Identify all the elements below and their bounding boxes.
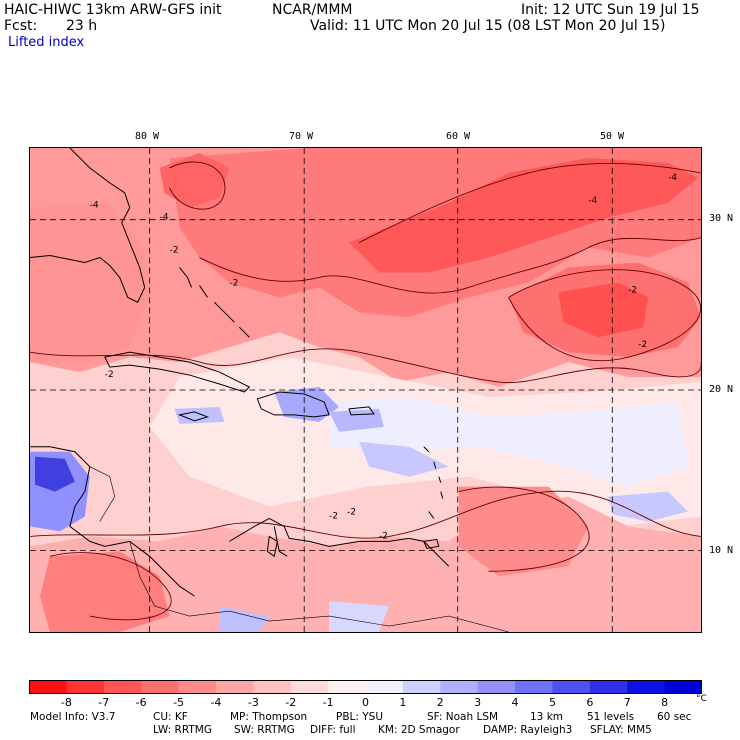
contour-label: -2	[628, 285, 637, 295]
colorbar-swatch	[515, 680, 553, 694]
colorbar-swatch	[552, 680, 591, 694]
colorbar-swatch	[253, 680, 292, 694]
lat-label-20n: 20 N	[709, 384, 734, 395]
colorbar-swatch	[215, 680, 254, 694]
colorbar-tick-label: 0	[362, 696, 369, 709]
shade-jamaica-blue	[174, 406, 225, 424]
contour-label: -4	[160, 213, 169, 223]
shade-south-east	[458, 486, 589, 577]
footer-diff: DIFF: full	[310, 724, 356, 736]
colorbar-swatch	[66, 680, 105, 694]
contour-label: -4	[588, 196, 597, 206]
footer-damp: DAMP: Rayleigh3	[483, 724, 573, 736]
colorbar-swatch	[29, 680, 67, 694]
shade-pr-blue	[329, 408, 384, 432]
colorbar-swatch	[589, 680, 628, 694]
shade-blue-east	[608, 491, 689, 522]
colorbar-tick-label: -4	[210, 696, 222, 709]
lat-lon-grid	[30, 148, 701, 632]
contour-label: -2	[105, 370, 114, 380]
colorbar-tick-label: -3	[247, 696, 259, 709]
colorbar-swatch	[664, 680, 702, 694]
colorbar-tick-label: -6	[135, 696, 147, 709]
field-name: Lifted index	[8, 35, 85, 50]
colorbar-swatch	[290, 680, 329, 694]
footer-cu: CU: KF	[153, 711, 188, 723]
footer-model-info: Model Info: V3.7	[30, 711, 116, 723]
colorbar-swatch	[402, 680, 441, 694]
shade-centam-core	[34, 456, 75, 492]
colorbar-swatch	[477, 680, 516, 694]
colorbar-tick-label: 6	[586, 696, 594, 709]
contour-label: -2	[229, 278, 238, 288]
forecast-hour: 23 h	[66, 18, 98, 34]
footer-sw: SW: RRTMG	[234, 724, 295, 736]
shade-central-blue	[329, 396, 689, 487]
footer-resolution: 13 km	[530, 711, 564, 723]
colorbar-tick-label: -8	[60, 696, 72, 709]
colorbar	[29, 680, 702, 694]
contour-label: -2	[347, 507, 356, 517]
model-title: HAIC-HIWC 13km ARW-GFS init	[4, 2, 222, 18]
contour-label: -2	[638, 340, 647, 350]
contours	[30, 161, 701, 621]
footer-sf: SF: Noah LSM	[427, 711, 499, 723]
footer-km: KM: 2D Smagor	[378, 724, 460, 736]
colorbar-tick-label: 5	[548, 696, 556, 709]
colorbar-swatch	[627, 680, 666, 694]
lon-label-60w: 60 W	[446, 131, 471, 142]
lon-label-50w: 50 W	[600, 131, 625, 142]
colorbar-tick-label: 7	[623, 696, 631, 709]
lon-label-80w: 80 W	[135, 131, 160, 142]
colorbar-swatch	[141, 680, 180, 694]
colorbar-tick-label: -1	[322, 696, 334, 709]
colorbar-tick-label: 2	[436, 696, 444, 709]
footer-sflay: SFLAY: MM5	[590, 724, 652, 736]
shade-blue-streak	[359, 441, 449, 477]
colorbar-swatch	[178, 680, 217, 694]
lat-label-30n: 30 N	[709, 213, 734, 224]
colorbar-tick-label: -7	[98, 696, 110, 709]
colorbar-swatch	[103, 680, 142, 694]
country-borders	[89, 466, 509, 632]
shade-east-core	[558, 282, 649, 338]
contour-label: -4	[668, 173, 677, 183]
colorbar-tick-label: 8	[661, 696, 669, 709]
colorbar-swatch	[328, 680, 366, 694]
contour-label: -2	[379, 531, 388, 541]
org-label: NCAR/MMM	[272, 2, 353, 18]
lifted-index-map: -4 -4 -4 -4 -2 -2 -2 -2 -2 -2 -2 -2	[29, 147, 702, 633]
contour-label: -2	[170, 246, 179, 256]
colorbar-unit: °C	[696, 694, 707, 704]
shade-sa-west	[39, 551, 170, 632]
colorbar-swatch	[440, 680, 479, 694]
shade-south-blue	[219, 606, 270, 632]
shade-jet-core	[349, 157, 699, 273]
colorbar-swatch	[365, 680, 404, 694]
footer-mp: MP: Thompson	[230, 711, 308, 723]
contour-label: -4	[90, 201, 99, 211]
colorbar-tick-label: 1	[399, 696, 407, 709]
valid-time: Valid: 11 UTC Mon 20 Jul 15 (08 LST Mon …	[310, 18, 666, 34]
forecast-label: Fcst:	[4, 18, 38, 34]
footer-lw: LW: RRTMG	[153, 724, 212, 736]
coastlines	[30, 148, 450, 597]
colorbar-tick-label: 4	[511, 696, 519, 709]
colorbar-tick-label: 3	[474, 696, 482, 709]
footer-levels: 51 levels	[587, 711, 635, 723]
lon-label-70w: 70 W	[289, 131, 314, 142]
footer-timestep: 60 sec	[657, 711, 692, 723]
shade-south-blue2	[329, 601, 389, 632]
footer-pbl: PBL: YSU	[336, 711, 384, 723]
lat-label-10n: 10 N	[709, 545, 734, 556]
shade-florida	[30, 202, 150, 363]
contour-label: -2	[329, 511, 338, 521]
colorbar-tick-label: -5	[173, 696, 185, 709]
init-time: Init: 12 UTC Sun 19 Jul 15	[521, 2, 700, 18]
shade-hispaniola	[274, 387, 340, 422]
colorbar-tick-label: -2	[285, 696, 297, 709]
